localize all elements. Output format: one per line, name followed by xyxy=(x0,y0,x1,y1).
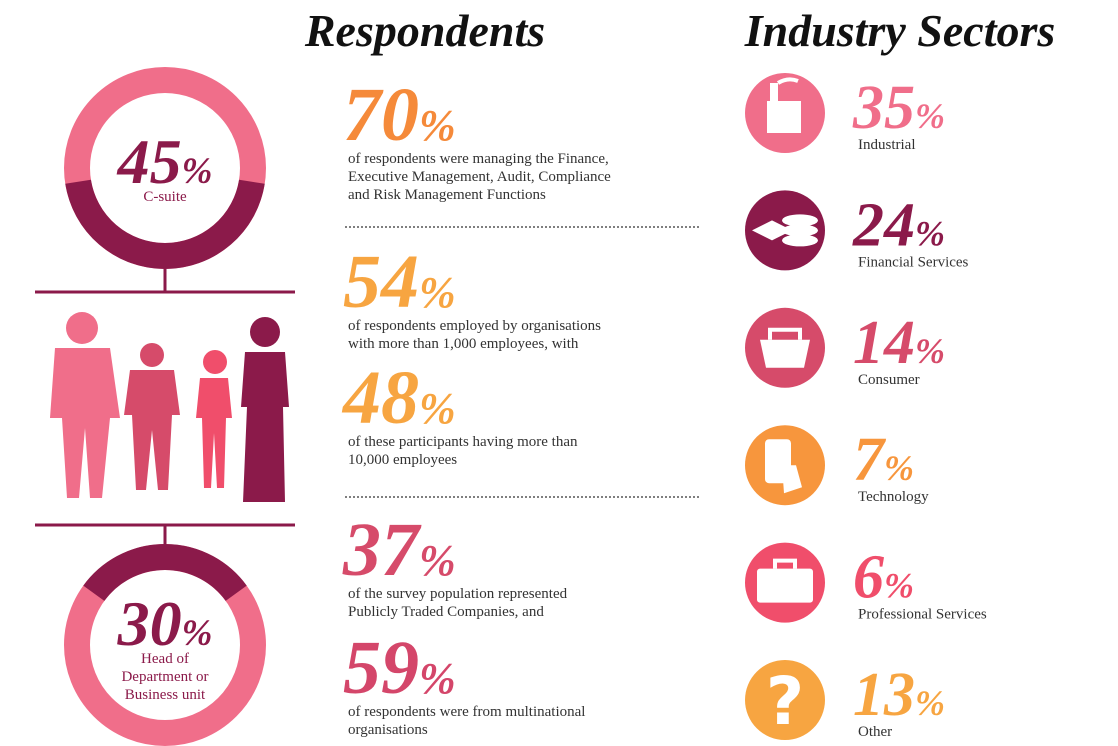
stat-description: Executive Management, Audit, Compliance xyxy=(348,169,611,185)
stat-description: of respondents employed by organisations xyxy=(348,318,601,334)
section-title: Respondents xyxy=(304,5,545,56)
svg-text:?: ? xyxy=(766,663,804,740)
role-label: C-suite xyxy=(143,189,187,205)
stat-description: of respondents were managing the Finance… xyxy=(348,151,609,167)
sector-label: Consumer xyxy=(858,372,920,388)
big-number: 7% xyxy=(853,426,914,494)
sector-icons: ? xyxy=(745,73,825,740)
unit: % xyxy=(915,213,945,253)
big-number: 35% xyxy=(852,74,945,142)
role-label: Business unit xyxy=(125,687,206,703)
stat-description: organisations xyxy=(348,722,428,738)
unit: % xyxy=(915,331,945,371)
big-number: 54% xyxy=(343,240,456,324)
section-title: Industry Sectors xyxy=(744,5,1056,56)
unit: % xyxy=(419,384,456,433)
unit: % xyxy=(884,448,914,488)
big-number: 14% xyxy=(853,309,945,377)
number: 45 xyxy=(117,126,182,197)
infographic: Respondents Industry Sectors ? 45%C-suit… xyxy=(0,0,1118,746)
number: 6 xyxy=(853,544,884,612)
unit: % xyxy=(915,683,945,723)
number: 14 xyxy=(853,309,915,377)
big-number: 6% xyxy=(853,544,914,612)
sector-icon: ? xyxy=(766,663,804,740)
stat-description: and Risk Management Functions xyxy=(348,187,546,203)
role-label: Department or xyxy=(121,669,208,685)
unit: % xyxy=(182,151,213,192)
unit: % xyxy=(419,101,456,150)
big-number: 70% xyxy=(343,73,456,157)
role-label: Head of xyxy=(141,651,189,667)
number: 30 xyxy=(117,588,182,659)
unit: % xyxy=(915,96,945,136)
number: 24 xyxy=(852,191,915,259)
number: 13 xyxy=(853,661,915,729)
number: 54 xyxy=(343,240,419,324)
number: 70 xyxy=(343,73,419,157)
stat-description: with more than 1,000 employees, with xyxy=(348,336,579,352)
sector-label: Technology xyxy=(858,489,929,505)
number: 37 xyxy=(342,508,422,592)
stat-description: of respondents were from multinational xyxy=(348,704,585,720)
big-number: 13% xyxy=(853,661,945,729)
sector-label: Industrial xyxy=(858,137,916,153)
unit: % xyxy=(419,654,456,703)
big-number: 48% xyxy=(341,356,456,440)
big-number: 59% xyxy=(343,626,456,710)
number: 35 xyxy=(852,74,915,142)
sector-label: Financial Services xyxy=(858,254,969,270)
number: 59 xyxy=(343,626,419,710)
big-number: 37% xyxy=(342,508,456,592)
big-number: 24% xyxy=(852,191,945,259)
stat-description: of the survey population represented xyxy=(348,586,568,602)
people-silhouettes xyxy=(50,312,289,502)
unit: % xyxy=(182,613,213,654)
unit: % xyxy=(884,566,914,606)
sector-label: Professional Services xyxy=(858,607,987,623)
number: 7 xyxy=(853,426,887,494)
sector-label: Other xyxy=(858,724,892,740)
stat-description: Publicly Traded Companies, and xyxy=(348,604,544,620)
stat-description: 10,000 employees xyxy=(348,452,457,468)
unit: % xyxy=(419,536,456,585)
stat-description: of these participants having more than xyxy=(348,434,578,450)
unit: % xyxy=(419,268,456,317)
number: 48 xyxy=(341,356,419,440)
